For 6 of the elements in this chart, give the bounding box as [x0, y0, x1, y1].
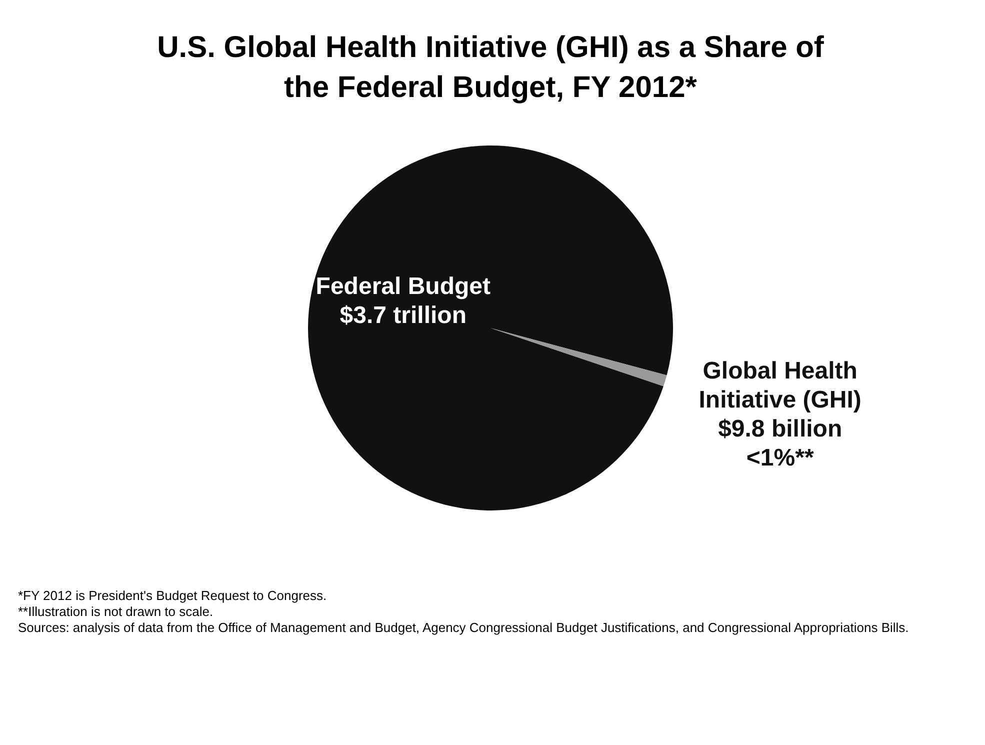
slice-label: Federal Budget $3.7 trillion — [316, 272, 490, 329]
chart-title: U.S. Global Health Initiative (GHI) as a Share of the Federal Budget, FY 2012* — [156, 30, 825, 106]
slice-label: Global Health Initiative (GHI) $9.8 billion <1%** — [698, 358, 862, 472]
text: *FY 2012 is President's Budget Request to Congress. — [18, 588, 328, 604]
text: **Illustration is not drawn to scale. — [18, 604, 214, 620]
source-note: Sources: analysis of data from the Office of Management and Budget, Agency Congressional Budget Justifications, and Congressional Appropriations Bills. — [18, 620, 910, 636]
